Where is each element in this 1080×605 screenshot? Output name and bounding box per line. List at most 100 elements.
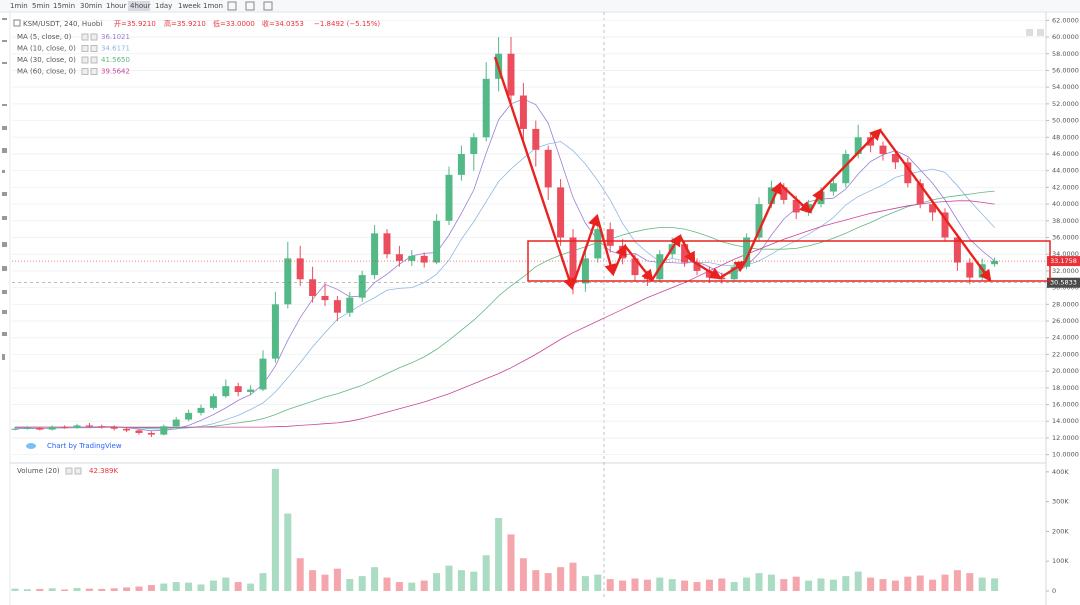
candle-body xyxy=(519,95,527,129)
crosshair-label: 30.5833 xyxy=(1050,279,1077,287)
credit[interactable]: Chart by TradingView xyxy=(47,442,122,450)
candle-body xyxy=(259,358,267,390)
candle-body xyxy=(98,426,106,428)
candle-body xyxy=(445,174,453,221)
volume-bar xyxy=(209,580,217,591)
arrow xyxy=(570,213,600,289)
tool-icon[interactable] xyxy=(2,148,7,153)
volume-legend-value: 42.389K xyxy=(89,467,118,475)
ma-legend-name: MA (10, close, 0) xyxy=(17,45,76,53)
volume-bar xyxy=(61,589,69,591)
candle-body xyxy=(532,128,540,150)
candle-body xyxy=(36,427,44,430)
scroll-icon[interactable] xyxy=(1026,29,1033,36)
tool-icon[interactable] xyxy=(2,62,7,64)
tool-icon[interactable] xyxy=(2,354,5,360)
settings-box[interactable] xyxy=(65,467,73,475)
candle-body xyxy=(507,53,515,96)
volume-bar xyxy=(23,589,31,591)
candle-body xyxy=(631,258,639,276)
candle-body xyxy=(420,255,428,263)
settings-box[interactable] xyxy=(81,33,89,41)
close-box[interactable] xyxy=(74,467,82,475)
volume-bar xyxy=(730,582,738,591)
candle-body xyxy=(160,426,168,435)
tool-icon[interactable] xyxy=(2,242,7,247)
settings-icon[interactable] xyxy=(245,1,255,11)
volume-bar xyxy=(135,586,143,591)
tool-icon[interactable] xyxy=(2,290,7,294)
close-box[interactable] xyxy=(90,68,98,75)
settings-box[interactable] xyxy=(81,45,89,52)
candle-body xyxy=(135,430,143,433)
tool-icon[interactable] xyxy=(2,18,7,20)
volume-bar xyxy=(85,588,93,591)
candle-body xyxy=(48,427,56,430)
interval-button[interactable]: 1mon xyxy=(203,2,223,10)
interval-button[interactable]: 1day xyxy=(155,2,172,10)
candle-body xyxy=(916,183,924,205)
volume-bar xyxy=(457,570,465,591)
tool-icon[interactable] xyxy=(2,126,7,130)
close-box[interactable] xyxy=(90,56,98,64)
volume-bar xyxy=(767,574,775,591)
volume-bar xyxy=(309,570,317,591)
y-tick-label: 46.0000 xyxy=(1052,150,1079,158)
y-tick-label: 56.0000 xyxy=(1052,66,1079,74)
tool-icon[interactable] xyxy=(2,192,7,196)
ohlc-legend-item: 开=35.9210 xyxy=(114,20,156,28)
volume-bar xyxy=(259,573,267,591)
interval-button[interactable]: 4hour xyxy=(130,2,151,10)
tool-icon[interactable] xyxy=(2,104,7,106)
interval-button[interactable]: 5min xyxy=(32,2,50,10)
volume-bar xyxy=(953,570,961,591)
settings-box[interactable] xyxy=(81,68,89,75)
volume-bar xyxy=(321,574,329,591)
interval-button[interactable]: 1min xyxy=(10,2,28,10)
volume-bar xyxy=(891,580,899,591)
ma-legend-value: 41.5650 xyxy=(101,56,130,64)
ohlc-legend-item: −1.8492 (−5.15%) xyxy=(314,20,380,28)
candle-body xyxy=(904,162,912,184)
tool-icon[interactable] xyxy=(2,332,7,336)
symbol: KSM/USDT, 240, Huobi xyxy=(23,20,102,28)
interval-button[interactable]: 15min xyxy=(53,2,75,10)
y-tick-label: 40.0000 xyxy=(1052,200,1079,208)
active-interval-bg xyxy=(128,1,150,11)
arrow xyxy=(624,245,654,282)
volume-legend-name: Volume (20) xyxy=(17,467,60,475)
tool-icon[interactable] xyxy=(2,216,7,220)
indicator-icon[interactable] xyxy=(227,1,237,11)
scroll-icon[interactable] xyxy=(1037,29,1044,36)
candle-body xyxy=(594,229,602,259)
interval-button[interactable]: 1hour xyxy=(106,2,127,10)
fullscreen-icon[interactable] xyxy=(263,1,273,11)
y-tick-label: 58.0000 xyxy=(1052,50,1079,58)
candle-body xyxy=(147,432,155,435)
tool-icon[interactable] xyxy=(2,310,7,314)
volume-tick-label: 200K xyxy=(1052,527,1069,535)
close-box[interactable] xyxy=(90,45,98,52)
candle-body xyxy=(854,137,862,154)
settings-box[interactable] xyxy=(81,56,89,64)
volume-bar xyxy=(581,576,589,591)
tool-icon[interactable] xyxy=(2,170,5,173)
candle-body xyxy=(544,149,552,188)
y-tick-label: 60.0000 xyxy=(1052,33,1079,41)
candle-body xyxy=(457,153,465,175)
interval-button[interactable]: 1week xyxy=(178,2,202,10)
close-box[interactable] xyxy=(90,33,98,41)
tool-icon[interactable] xyxy=(2,40,7,42)
range-box xyxy=(527,240,1051,282)
y-tick-label: 12.0000 xyxy=(1052,434,1079,442)
interval-button[interactable]: 30min xyxy=(80,2,102,10)
grid xyxy=(12,19,1045,456)
volume-tick-label: 0 xyxy=(1052,587,1056,595)
arrow xyxy=(719,260,748,280)
collapse-icon[interactable] xyxy=(13,19,21,27)
ma-legend-value: 34.6171 xyxy=(101,45,130,53)
tool-icon[interactable] xyxy=(2,266,7,271)
candle-body xyxy=(891,153,899,163)
volume-bar xyxy=(36,588,44,591)
